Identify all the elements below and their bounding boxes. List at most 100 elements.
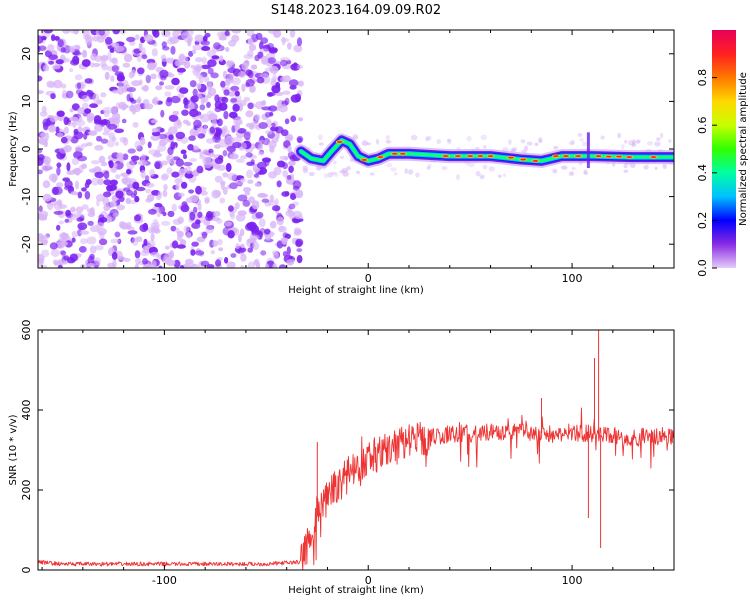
noise-speckle xyxy=(126,161,135,169)
noise-speckle xyxy=(134,195,140,203)
noise-speckle xyxy=(245,110,254,118)
noise-speckle xyxy=(265,263,270,268)
noise-speckle xyxy=(114,141,119,147)
noise-speckle xyxy=(269,194,274,203)
noise-speckle xyxy=(119,136,127,143)
band-halo-speckle xyxy=(480,175,484,180)
band-halo-speckle xyxy=(390,167,397,172)
noise-speckle xyxy=(80,238,89,245)
noise-speckle xyxy=(296,248,303,253)
noise-speckle xyxy=(109,179,118,186)
noise-speckle xyxy=(225,78,234,84)
noise-speckle xyxy=(78,246,87,253)
noise-speckle xyxy=(205,213,214,221)
noise-speckle xyxy=(134,263,139,268)
noise-speckle xyxy=(184,99,190,105)
spectrogram-y-tick-label: 10 xyxy=(20,94,33,108)
noise-speckle xyxy=(218,36,227,41)
band-halo-speckle xyxy=(654,166,658,170)
noise-speckle xyxy=(197,114,204,119)
band-hotspot xyxy=(532,159,539,162)
noise-speckle xyxy=(243,96,250,102)
noise-speckle xyxy=(76,217,84,222)
noise-speckle xyxy=(38,137,48,145)
noise-speckle xyxy=(42,264,48,268)
noise-speckle xyxy=(94,245,104,251)
noise-speckle xyxy=(75,180,79,190)
noise-speckle xyxy=(247,102,254,110)
noise-speckle xyxy=(48,54,59,60)
noise-speckle xyxy=(101,63,109,71)
noise-speckle xyxy=(244,59,250,68)
band-halo-speckle xyxy=(571,167,576,170)
noise-speckle xyxy=(231,34,240,43)
noise-speckle xyxy=(279,59,288,67)
noise-speckle xyxy=(56,166,61,176)
noise-speckle xyxy=(260,55,269,65)
noise-speckle xyxy=(50,34,56,42)
noise-speckle xyxy=(231,125,236,133)
noise-speckle xyxy=(58,147,68,154)
spectrogram-y-axis-label: Frequency (Hz) xyxy=(8,111,19,187)
noise-speckle xyxy=(189,211,196,221)
noise-speckle xyxy=(151,131,161,137)
noise-speckle xyxy=(115,174,121,180)
band-halo-speckle xyxy=(617,132,622,139)
noise-speckle xyxy=(264,67,274,72)
noise-speckle xyxy=(112,259,117,268)
noise-speckle xyxy=(38,258,45,265)
noise-speckle xyxy=(96,222,105,229)
noise-speckle xyxy=(235,243,240,250)
noise-speckle xyxy=(168,134,174,141)
noise-speckle xyxy=(293,227,301,232)
noise-speckle xyxy=(230,211,236,220)
noise-speckle xyxy=(65,90,74,99)
band-halo-speckle xyxy=(425,137,430,142)
band-halo-speckle xyxy=(498,174,502,178)
band-hotspot xyxy=(552,155,559,158)
noise-speckle xyxy=(296,37,303,47)
noise-speckle xyxy=(111,251,118,260)
noise-speckle xyxy=(252,241,260,251)
noise-speckle xyxy=(229,72,235,79)
noise-speckle xyxy=(180,204,190,213)
noise-speckle xyxy=(216,31,226,38)
noise-speckle xyxy=(186,232,192,239)
noise-speckle xyxy=(116,204,126,211)
noise-speckle xyxy=(166,167,173,175)
noise-speckle xyxy=(272,205,281,212)
noise-speckle xyxy=(90,53,97,61)
noise-speckle xyxy=(243,131,251,141)
spectrogram-y-tick-label: -10 xyxy=(20,188,33,206)
snr-y-tick-label: 0 xyxy=(20,567,33,574)
noise-speckle xyxy=(272,73,278,83)
noise-speckle xyxy=(114,128,124,134)
noise-speckle xyxy=(151,48,158,57)
noise-speckle xyxy=(231,30,242,34)
noise-speckle xyxy=(214,94,220,103)
band-halo-speckle xyxy=(356,170,360,174)
noise-speckle xyxy=(98,30,105,36)
noise-speckle xyxy=(275,81,281,89)
chart-title: S148.2023.164.09.09.R02 xyxy=(271,3,441,18)
band-halo-speckle xyxy=(339,170,346,174)
band-halo-speckle xyxy=(385,140,392,144)
noise-speckle xyxy=(269,111,274,117)
noise-speckle xyxy=(179,168,186,175)
noise-speckle xyxy=(191,241,199,247)
band-halo-speckle xyxy=(339,155,345,159)
noise-speckle xyxy=(90,62,95,68)
noise-speckle xyxy=(278,225,287,233)
noise-speckle xyxy=(281,191,290,197)
noise-speckle xyxy=(187,102,195,111)
band-halo-speckle xyxy=(643,165,649,170)
noise-speckle xyxy=(175,131,186,140)
noise-speckle xyxy=(214,175,223,183)
noise-speckle xyxy=(104,71,110,80)
noise-speckle xyxy=(295,189,304,199)
band-halo-speckle xyxy=(635,140,641,144)
noise-speckle xyxy=(69,253,78,262)
noise-speckle xyxy=(180,149,187,155)
noise-speckle xyxy=(41,249,50,258)
noise-speckle xyxy=(60,232,69,238)
